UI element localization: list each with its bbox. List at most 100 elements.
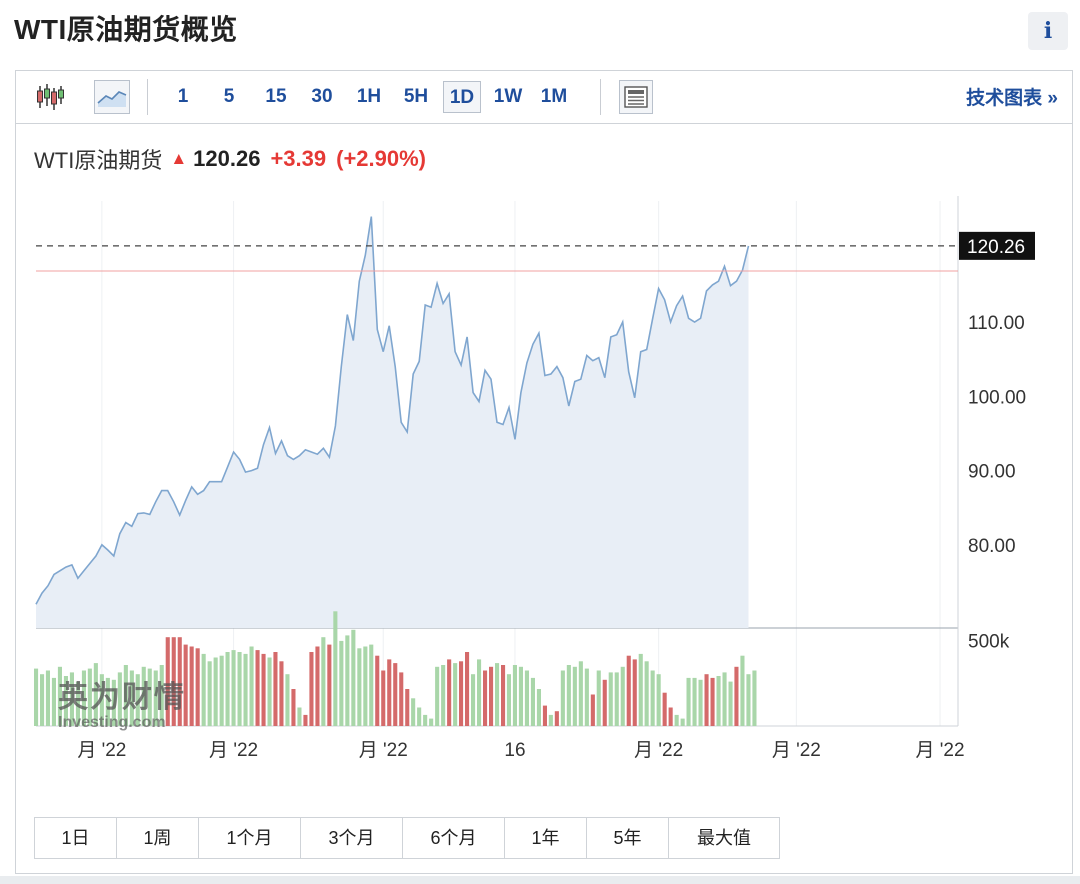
interval-1m[interactable]: 1M (540, 86, 568, 107)
range-button-0[interactable]: 1日 (35, 818, 117, 858)
page-title: WTI原油期货概览 (14, 14, 238, 45)
x-tick-label: 月 '22 (772, 740, 821, 761)
range-button-5[interactable]: 1年 (505, 818, 587, 858)
interval-1d[interactable]: 1D (443, 81, 481, 113)
volume-bar (662, 692, 667, 726)
interval-30[interactable]: 30 (311, 86, 333, 107)
volume-bar (393, 663, 398, 726)
technical-chart-link[interactable]: 技术图表 » (966, 88, 1058, 109)
volume-bar (40, 674, 45, 726)
volume-bar (351, 629, 356, 726)
volume-bar (315, 646, 320, 726)
volume-bar (34, 668, 39, 726)
last-price-flag: 120.26 (959, 231, 1035, 260)
x-tick-label: 月 '22 (209, 740, 258, 761)
volume-bar (123, 665, 128, 727)
watermark-logo: 英为财情 Investing.com (58, 680, 184, 731)
news-icon[interactable] (619, 80, 653, 114)
volume-bar (632, 659, 637, 726)
volume-bar (387, 659, 392, 726)
last-price: 120.26 (193, 146, 261, 171)
x-tick-label: 月 '22 (634, 740, 683, 761)
volume-bar (81, 670, 86, 726)
range-button-6[interactable]: 5年 (587, 818, 669, 858)
page-bottom-border (0, 876, 1080, 884)
quote-header: WTI原油期货 ▲ 120.26 +3.39 (+2.90%) (34, 143, 426, 175)
volume-bar (746, 674, 751, 726)
range-button-1[interactable]: 1周 (117, 818, 199, 858)
volume-bar (93, 663, 98, 726)
interval-15[interactable]: 15 (265, 86, 287, 107)
range-button-7[interactable]: 最大值 (697, 828, 751, 848)
interval-1w[interactable]: 1W (493, 86, 523, 107)
last-price-flag-bg (959, 231, 1035, 260)
volume-bar (465, 652, 470, 726)
range-button-2[interactable]: 1个月 (199, 818, 301, 858)
volume-bar (602, 679, 607, 727)
volume-bar (524, 670, 529, 726)
volume-bar (477, 659, 482, 726)
price-line (35, 216, 750, 605)
volume-bar (345, 635, 350, 726)
volume-bar (584, 668, 589, 726)
volume-bar (441, 665, 446, 727)
volume-bar (231, 650, 236, 726)
x-tick-label: 月 '22 (77, 740, 126, 761)
volume-bar (752, 670, 757, 726)
volume-bar (159, 665, 164, 727)
volume-bar (548, 714, 553, 726)
volume-bar (213, 657, 218, 726)
volume-bar (201, 653, 206, 727)
volume-bar (339, 640, 344, 726)
interval-5[interactable]: 5 (223, 86, 235, 107)
volume-bar (363, 646, 368, 726)
volume-bar (375, 655, 380, 726)
volume-bar (566, 665, 571, 727)
volume-bar (489, 666, 494, 726)
volume-bar (165, 637, 170, 726)
volume-bar (207, 661, 212, 727)
volume-bar (506, 674, 511, 726)
range-button-4[interactable]: 6个月 (403, 818, 505, 858)
volume-bar (459, 661, 464, 727)
range-button-3[interactable]: 3个月 (301, 818, 403, 858)
volume-bar (656, 674, 661, 726)
candlestick-icon[interactable] (34, 80, 68, 114)
interval-1[interactable]: 1 (177, 86, 189, 107)
volume-bar (267, 657, 272, 726)
volume-bar (369, 644, 374, 726)
volume-bar (309, 652, 314, 726)
y-tick-label: 100.00 (968, 387, 1026, 408)
price-chart[interactable]: 120.26 110.00 100.00 90.00 80.00 500k 英为财情 … (16, 71, 1072, 801)
instrument-name: WTI原油期货 (34, 148, 163, 173)
volume-bar (471, 674, 476, 726)
volume-bar (596, 670, 601, 726)
volume-bar (153, 670, 158, 726)
volume-bar (105, 677, 110, 726)
volume-bar (195, 648, 200, 726)
volume-bar (141, 666, 146, 726)
info-button[interactable]: i (1028, 12, 1068, 50)
line-chart-icon[interactable] (94, 80, 130, 114)
interval-5h[interactable]: 5H (403, 86, 429, 107)
volume-bar (255, 650, 260, 726)
volume-bar (321, 637, 326, 726)
toolbar-divider (600, 79, 601, 115)
volume-bar (297, 707, 302, 726)
volume-bar (626, 655, 631, 726)
volume-bar (740, 655, 745, 726)
volume-bar (417, 707, 422, 726)
volume-bar (512, 665, 517, 727)
volume-bar (620, 666, 625, 726)
up-arrow-icon: ▲ (170, 149, 188, 168)
volume-bar (135, 674, 140, 726)
volume-bar (435, 666, 440, 726)
interval-1h[interactable]: 1H (356, 86, 382, 107)
volume-bar (734, 666, 739, 726)
volume-bar (692, 677, 697, 726)
volume-bar (728, 681, 733, 726)
volume-bar (399, 672, 404, 726)
volume-axis-label: 500k (968, 632, 1010, 653)
y-axis-labels: 110.00 100.00 90.00 80.00 (968, 313, 1026, 557)
volume-bar (225, 652, 230, 726)
